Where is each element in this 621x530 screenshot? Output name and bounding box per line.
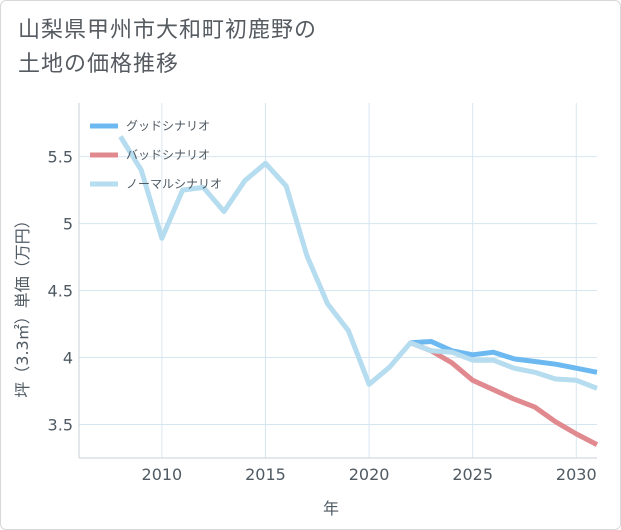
y-tick-label: 4: [63, 349, 73, 368]
axes: 3.5 4 4.5 5 5.5 2010 2015 2020 2025 2030: [48, 103, 597, 484]
series-line-2: [118, 135, 598, 391]
x-axis-title: 年: [323, 499, 339, 518]
title-line-2: 土地の価格推移: [18, 52, 180, 77]
chart-title: 山梨県甲州市大和町初鹿野の 土地の価格推移: [18, 14, 578, 82]
x-tick-label: 2015: [245, 465, 286, 484]
y-tick-label: 3.5: [48, 416, 73, 435]
legend-label-2: ノーマルシナリオ: [126, 177, 222, 191]
y-tick-label: 5.5: [48, 148, 73, 167]
x-tick-label: 2010: [142, 465, 183, 484]
x-tick-label: 2025: [452, 465, 493, 484]
x-tick-label: 2030: [556, 465, 597, 484]
y-axis-title: 坪（3.3㎡）単価（万円）: [13, 212, 32, 397]
legend-label-1: バッドシナリオ: [126, 148, 210, 162]
legend-label-0: グッドシナリオ: [126, 119, 210, 133]
series-line-1: [409, 340, 599, 447]
title-line-1: 山梨県甲州市大和町初鹿野の: [18, 18, 318, 43]
y-tick-label: 5: [63, 215, 73, 234]
series-line-0: [410, 339, 598, 375]
series-lines: [118, 135, 599, 447]
x-tick-label: 2020: [349, 465, 390, 484]
y-tick-label: 4.5: [48, 282, 73, 301]
